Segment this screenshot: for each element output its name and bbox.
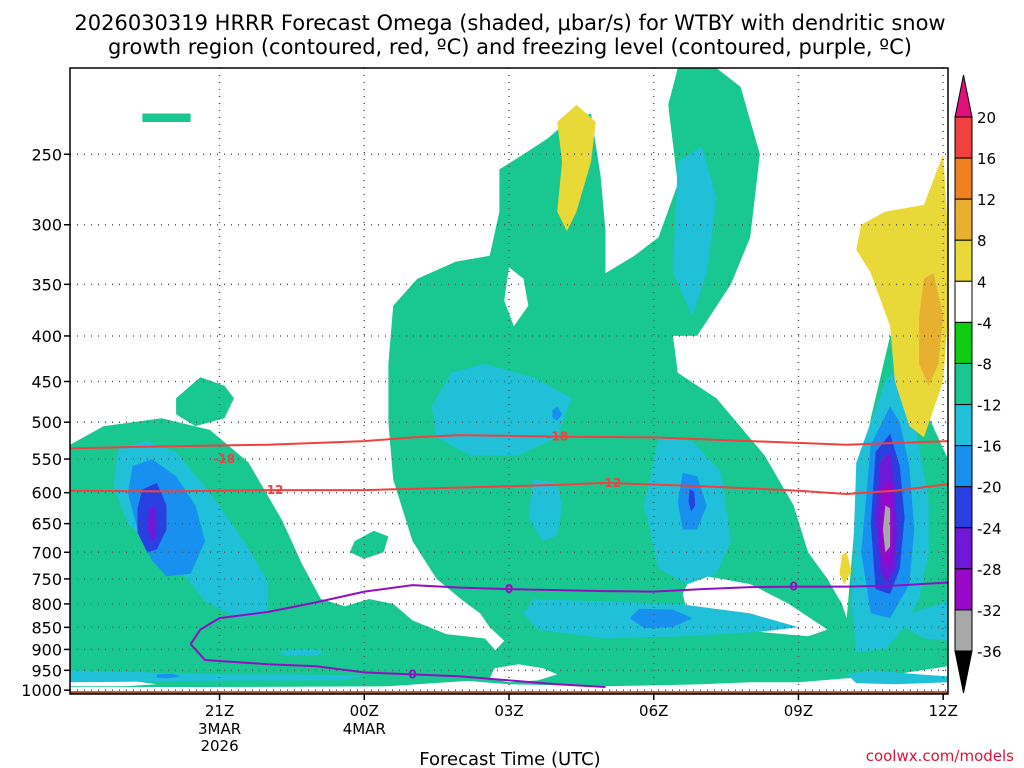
omega-region-18 <box>431 363 572 456</box>
dgz-isotherm-line <box>70 481 948 496</box>
colorbar: 20 16 12 8 4 -4 -8 -12 -16 -20 -24 -28 -32 -36 <box>954 74 1002 694</box>
freezing-level-label: 0 <box>408 667 416 681</box>
colorbar-bin <box>954 362 973 406</box>
y-tick-label: 1000 <box>21 681 62 700</box>
omega-region-34 <box>882 505 891 553</box>
omega-region-23 <box>629 608 693 629</box>
colorbar-bin <box>954 609 973 652</box>
colorbar-label: -8 <box>977 355 992 373</box>
colorbar-label: -28 <box>977 561 1002 579</box>
omega-region-38 <box>839 552 852 585</box>
colorbar-label: -16 <box>977 438 1002 456</box>
chart-title-line1: 2026030319 HRRR Forecast Omega (shaded, … <box>74 11 945 35</box>
colorbar-bin <box>954 198 973 241</box>
colorbar-bin <box>954 116 973 159</box>
omega-region-9 <box>489 664 558 683</box>
colorbar-label: -20 <box>977 479 1002 497</box>
x-tick-label: 06Z <box>639 702 668 720</box>
x-tick-label: 00Z <box>350 702 379 720</box>
omega-region-17 <box>277 648 326 656</box>
colorbar-arrow-bottom <box>954 650 973 694</box>
omega-region-27 <box>846 670 948 685</box>
credit-text[interactable]: coolwx.com/models <box>866 747 1014 765</box>
x-tick-label: 21Z <box>205 702 234 720</box>
colorbar-label: -4 <box>977 314 992 332</box>
colorbar-label: 20 <box>977 109 996 127</box>
ground-band <box>70 691 948 694</box>
colorbar-label: -32 <box>977 602 1002 620</box>
y-tick-label: 250 <box>31 145 62 164</box>
x-axis-label: Forecast Time (UTC) <box>419 749 600 768</box>
freezing-level-line <box>189 643 606 688</box>
omega-region-20 <box>528 479 563 542</box>
colorbar-arrow-top <box>954 74 973 118</box>
colorbar-bin <box>954 404 973 447</box>
colorbar-label: 16 <box>977 150 996 168</box>
colorbar-bin <box>954 486 973 529</box>
omega-region-26 <box>688 489 696 512</box>
freezing-level-label: 0 <box>789 580 797 594</box>
colorbar-bin <box>954 321 973 364</box>
colorbar-bin <box>954 445 973 488</box>
y-tick-label: 300 <box>31 216 62 235</box>
y-tick-label: 350 <box>31 275 62 294</box>
freezing-level-label: 0 <box>505 582 513 596</box>
colorbar-label: 8 <box>977 232 987 250</box>
omega-region-6 <box>388 68 948 687</box>
dgz-isotherm-line <box>70 434 948 450</box>
colorbar-label: -36 <box>977 643 1002 661</box>
colorbar-label: 12 <box>977 191 996 209</box>
dgz-isotherm-label: -12 <box>262 483 284 497</box>
x-tick-label: 03Z <box>494 702 523 720</box>
omega-region-3 <box>176 377 234 427</box>
x-tick-label: 12Z <box>928 702 957 720</box>
y-tick-label: 900 <box>31 640 62 659</box>
colorbar-bin <box>954 157 973 200</box>
y-tick-label: 800 <box>31 595 62 614</box>
chart-title-line2: growth region (contoured, red, ºC) and f… <box>108 35 912 59</box>
freezing-level-line <box>189 581 948 645</box>
x-tick-sublabel: 4MAR <box>343 720 386 738</box>
omega-region-0 <box>142 113 191 122</box>
colorbar-label: 4 <box>977 273 987 291</box>
omega-region-8 <box>673 335 731 373</box>
y-tick-label: 850 <box>31 618 62 637</box>
omega-region-28 <box>904 601 948 641</box>
x-tick-sublabel: 3MAR <box>198 720 241 738</box>
omega-region-16 <box>156 673 181 679</box>
plot-area: -18 -18 -12 -12 0 0 0 <box>70 68 948 694</box>
dgz-isotherm-label: -18 <box>546 430 568 444</box>
omega-region-14 <box>147 505 157 542</box>
y-tick-label: 450 <box>31 372 62 391</box>
y-tick-label: 950 <box>31 661 62 680</box>
omega-region-35 <box>557 104 596 232</box>
colorbar-label: -24 <box>977 520 1002 538</box>
y-tick-label: 700 <box>31 543 62 562</box>
colorbar-bin <box>954 527 973 570</box>
axes: 250 300 350 400 450 500 550 600 650 700 750 800 850 9… <box>21 67 958 755</box>
y-tick-label: 600 <box>31 484 62 503</box>
y-tick-label: 400 <box>31 327 62 346</box>
omega-region-37 <box>919 273 944 386</box>
colorbar-bin <box>954 239 973 282</box>
omega-region-7 <box>504 267 529 327</box>
x-tick-sublabel: 2026 <box>200 737 238 755</box>
omega-region-4 <box>349 530 389 559</box>
x-tick-label: 09Z <box>784 702 813 720</box>
dgz-isotherm-label: -12 <box>599 476 621 490</box>
y-tick-label: 750 <box>31 570 62 589</box>
y-tick-label: 550 <box>31 450 62 469</box>
colorbar-label: -12 <box>977 397 1002 415</box>
y-tick-label: 650 <box>31 515 62 534</box>
colorbar-bin <box>954 568 973 611</box>
dgz-isotherm-label: -18 <box>214 452 236 466</box>
omega-region-19 <box>552 406 563 421</box>
colorbar-bin <box>954 280 973 323</box>
omega-region-21 <box>673 146 717 317</box>
omega-region-15 <box>70 670 365 683</box>
y-tick-label: 500 <box>31 413 62 432</box>
